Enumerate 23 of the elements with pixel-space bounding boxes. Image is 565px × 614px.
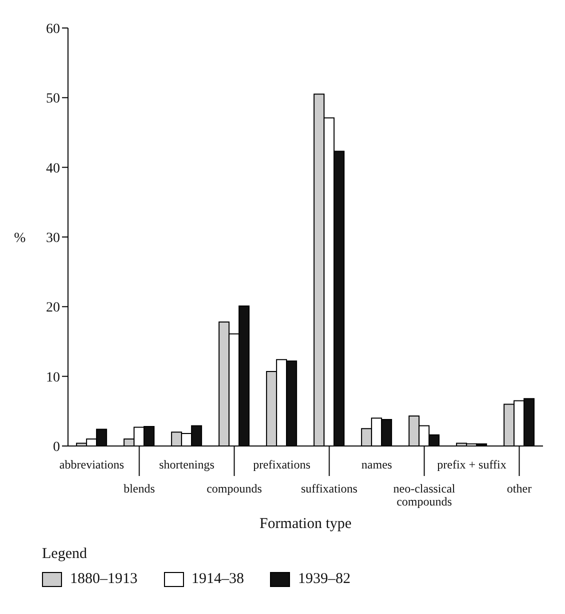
- x-tick-label: shortenings: [159, 458, 215, 472]
- legend-label: 1880–1913: [69, 571, 138, 588]
- y-tick-label: 60: [46, 22, 60, 37]
- y-tick-label: 0: [53, 440, 60, 455]
- x-tick-label: prefixations: [253, 458, 311, 472]
- x-tick-label: prefix + suffix: [437, 458, 506, 472]
- x-tick-label: blends: [124, 482, 156, 496]
- x-tick-label: neo-classical compounds: [393, 482, 456, 509]
- legend-title: Legend: [42, 546, 88, 563]
- x-tick-label: names: [361, 458, 392, 472]
- y-axis-title: %: [14, 230, 26, 246]
- legend-label: 1914–38: [190, 571, 244, 588]
- x-axis-title: Formation type: [259, 516, 352, 532]
- x-tick-label: abbreviations: [59, 458, 124, 472]
- x-tick-label: compounds: [206, 482, 262, 496]
- y-tick-label: 50: [46, 92, 60, 107]
- y-tick-label: 10: [46, 370, 60, 386]
- x-tick-label: suffixations: [301, 482, 358, 496]
- legend-label: 1939–82: [297, 571, 350, 588]
- y-tick-label: 40: [46, 161, 60, 176]
- y-tick-label: 30: [46, 230, 60, 246]
- x-tick-label: other: [506, 482, 532, 496]
- y-tick-label: 20: [46, 300, 60, 316]
